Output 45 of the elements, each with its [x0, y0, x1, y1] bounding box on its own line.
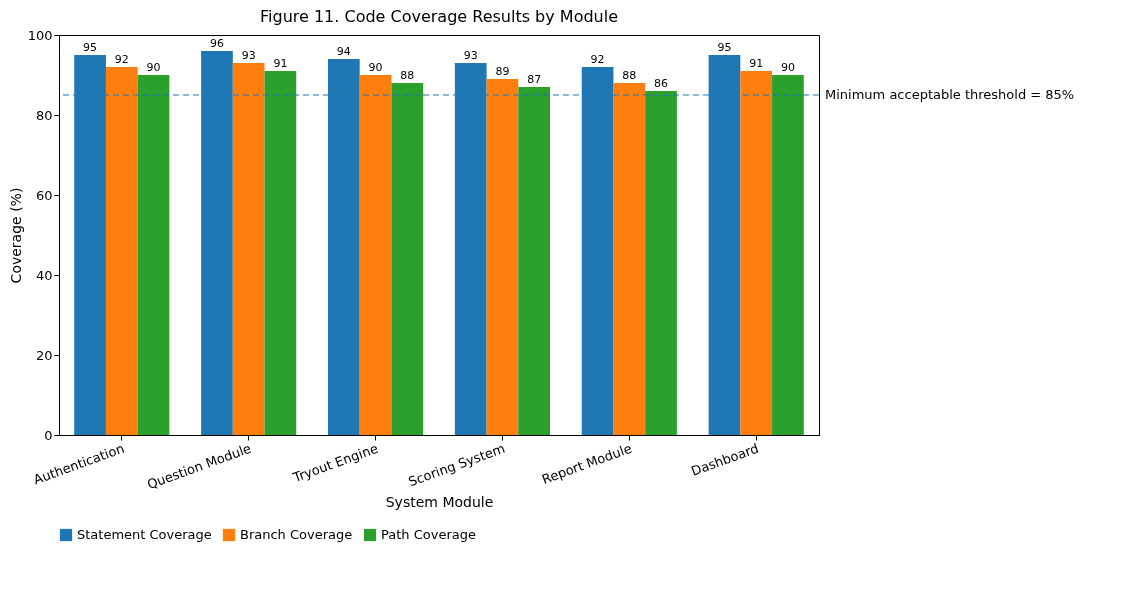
bar — [645, 91, 677, 435]
data-label: 86 — [654, 77, 669, 90]
legend-label: Statement Coverage — [77, 527, 212, 542]
bar — [772, 75, 804, 435]
data-label: 94 — [336, 45, 351, 58]
bar — [137, 75, 170, 435]
x-tick-label: Report Module — [539, 440, 634, 488]
data-label: 87 — [527, 73, 542, 86]
data-label: 90 — [146, 61, 161, 74]
ref-line-label: Minimum acceptable threshold = 85% — [825, 87, 1075, 102]
data-label: 91 — [273, 57, 288, 70]
y-tick-label: 60 — [35, 187, 53, 203]
data-label: 88 — [622, 69, 637, 82]
data-label: 92 — [590, 53, 605, 66]
bar — [613, 83, 646, 435]
y-axis-title: Coverage (%) — [7, 187, 24, 284]
data-label: 93 — [463, 49, 478, 62]
y-tick-label: 20 — [35, 347, 53, 363]
x-tick-label: Tryout Engine — [290, 440, 381, 486]
bar — [264, 71, 297, 435]
data-label: 91 — [749, 57, 764, 70]
data-label: 90 — [780, 61, 795, 74]
data-label: 89 — [495, 65, 510, 78]
legend-label: Branch Coverage — [240, 527, 353, 542]
data-label: 88 — [400, 69, 415, 82]
data-label: 96 — [209, 37, 224, 50]
bar — [391, 83, 424, 435]
data-label: 95 — [83, 41, 98, 54]
data-label: 93 — [241, 49, 256, 62]
bar — [105, 67, 138, 435]
y-tick-label: 40 — [35, 267, 53, 283]
y-tick-label: 80 — [35, 107, 53, 123]
data-label: 92 — [114, 53, 129, 66]
y-tick-label: 0 — [44, 427, 53, 443]
data-label: 95 — [717, 41, 732, 54]
x-axis-title: System Module — [385, 494, 494, 511]
chart-title: Figure 11. Code Coverage Results by Module — [259, 7, 619, 26]
y-tick-label: 100 — [27, 27, 53, 43]
data-label: 90 — [368, 61, 383, 74]
bar — [486, 79, 519, 435]
legend-label: Path Coverage — [381, 527, 476, 542]
bar — [518, 87, 551, 435]
bar — [232, 63, 265, 435]
bar — [740, 71, 773, 435]
bar — [359, 75, 392, 435]
